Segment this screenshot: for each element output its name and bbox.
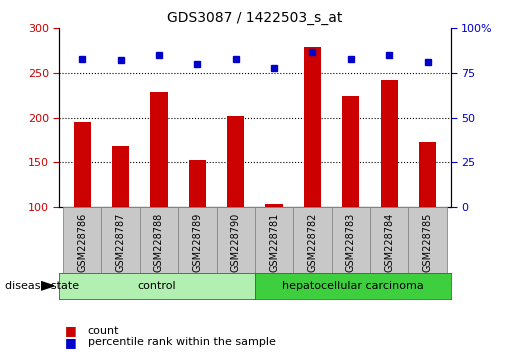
Bar <box>294 207 332 273</box>
Bar <box>216 207 255 273</box>
Text: GSM228785: GSM228785 <box>423 212 433 272</box>
Title: GDS3087 / 1422503_s_at: GDS3087 / 1422503_s_at <box>167 11 342 24</box>
Bar <box>74 122 91 207</box>
Bar <box>112 146 129 207</box>
Text: GSM228781: GSM228781 <box>269 212 279 272</box>
Text: GSM228787: GSM228787 <box>116 212 126 272</box>
Text: disease state: disease state <box>5 281 79 291</box>
Bar <box>419 142 436 207</box>
Bar <box>227 116 245 207</box>
Text: GSM228783: GSM228783 <box>346 212 356 272</box>
Bar <box>381 80 398 207</box>
Bar <box>265 204 283 207</box>
Text: control: control <box>138 281 176 291</box>
Text: percentile rank within the sample: percentile rank within the sample <box>88 337 276 347</box>
Bar <box>370 207 408 273</box>
Text: GSM228786: GSM228786 <box>77 212 87 272</box>
Bar <box>342 96 359 207</box>
Bar <box>255 207 294 273</box>
Text: GSM228788: GSM228788 <box>154 212 164 272</box>
Text: GSM228782: GSM228782 <box>307 212 317 272</box>
Bar <box>140 207 178 273</box>
Polygon shape <box>41 282 54 290</box>
Bar <box>188 160 206 207</box>
Bar <box>408 207 447 273</box>
Bar <box>304 47 321 207</box>
Bar <box>63 207 101 273</box>
Text: ■: ■ <box>64 325 76 337</box>
Text: GSM228784: GSM228784 <box>384 212 394 272</box>
Bar <box>178 207 216 273</box>
Bar <box>332 207 370 273</box>
Text: GSM228789: GSM228789 <box>193 212 202 272</box>
Text: count: count <box>88 326 119 336</box>
Bar <box>101 207 140 273</box>
Text: ■: ■ <box>64 336 76 349</box>
Bar <box>150 92 167 207</box>
Text: hepatocellular carcinoma: hepatocellular carcinoma <box>282 281 424 291</box>
Text: GSM228790: GSM228790 <box>231 212 241 272</box>
